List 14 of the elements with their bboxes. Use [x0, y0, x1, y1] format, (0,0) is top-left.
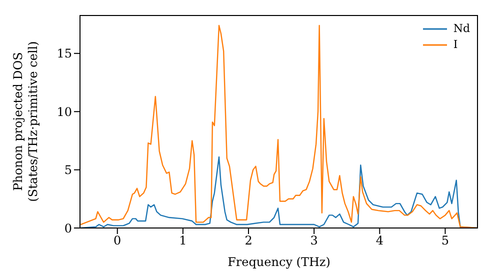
- x-tick-label: 3: [310, 234, 318, 248]
- x-tick-label: 5: [441, 234, 450, 248]
- legend-label: Nd: [453, 21, 470, 37]
- y-tick-label: 10: [56, 104, 72, 119]
- x-tick-label: 4: [376, 234, 384, 248]
- x-tick-label: 1: [179, 234, 187, 248]
- x-axis-title: Frequency (THz): [228, 255, 330, 269]
- legend-label: I: [453, 37, 458, 53]
- y-axis-title: Phonon projected DOS (States/THz·primitive cell): [11, 41, 40, 202]
- y-tick-label: 15: [56, 46, 72, 61]
- y-tick-label: 0: [64, 221, 72, 236]
- x-tick-label: 2: [244, 234, 252, 248]
- x-tick-label: 0: [114, 234, 122, 248]
- y-tick-label: 5: [64, 163, 72, 178]
